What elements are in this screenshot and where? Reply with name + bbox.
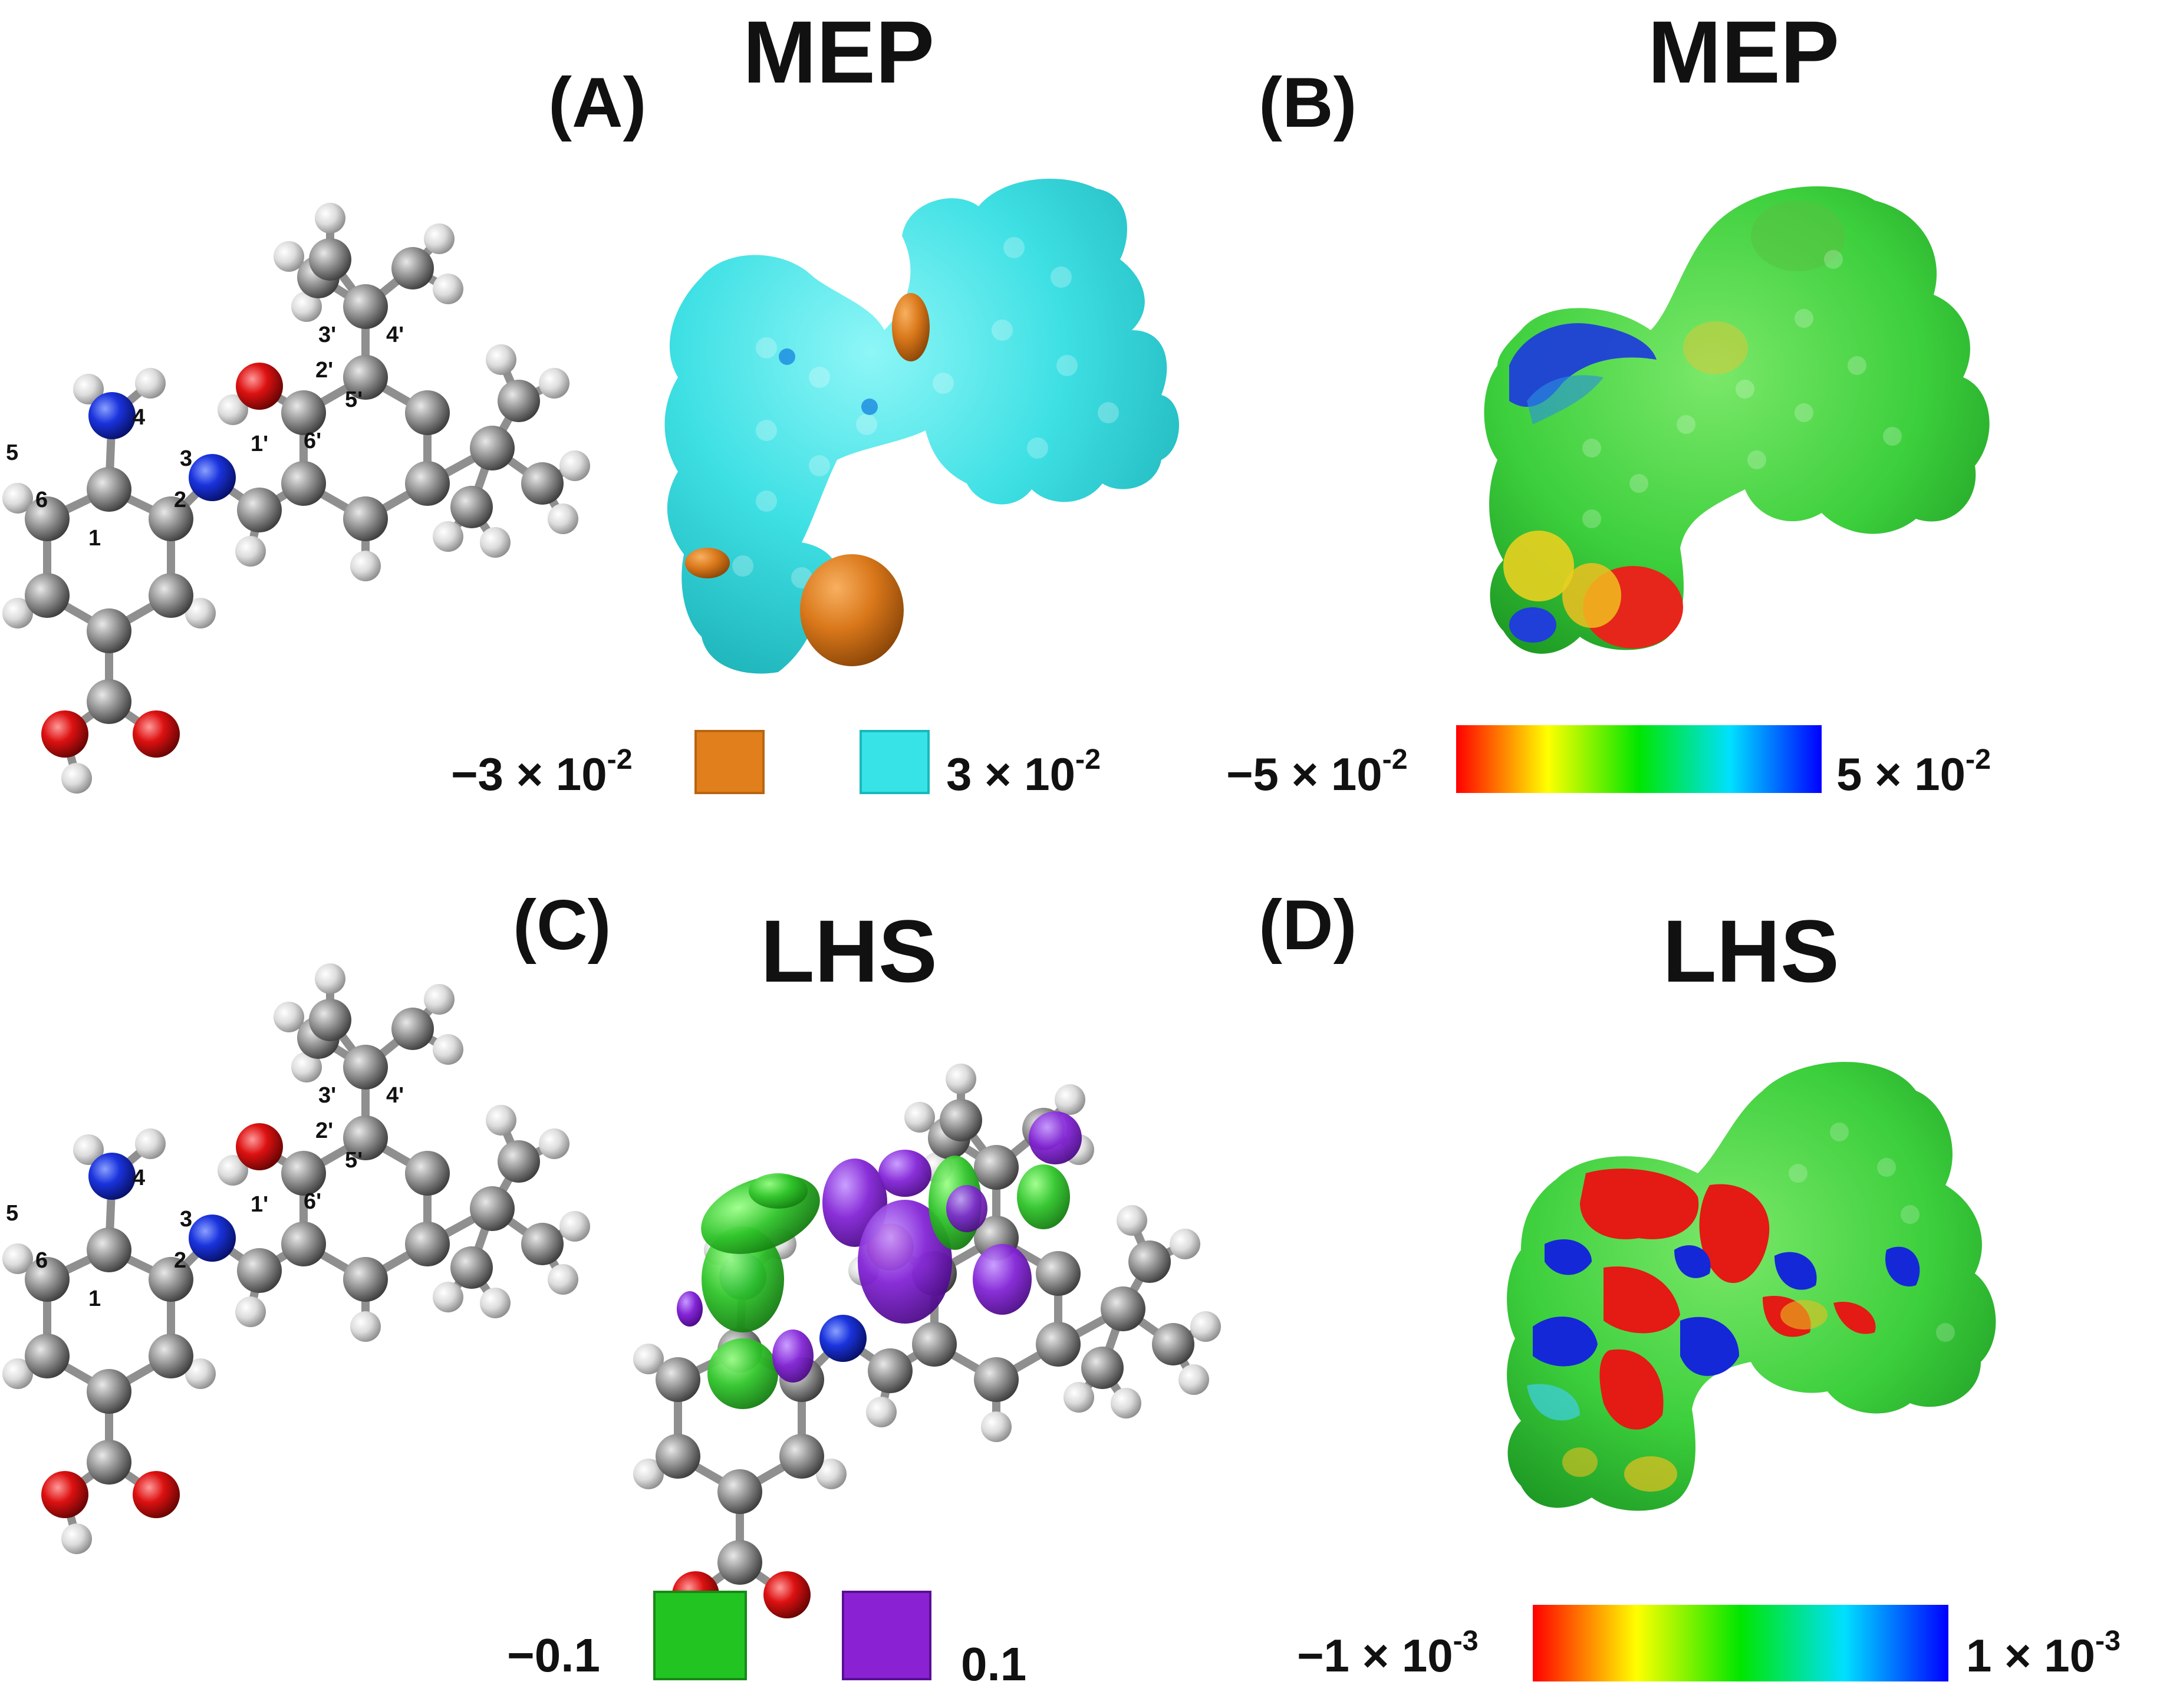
atom-label: 4 [133, 405, 145, 430]
atom-label: 6' [304, 1189, 321, 1214]
atom-labels-c: 4 5 3 6 2 1 1' 2' 3' 4' 5' 6' [6, 1083, 404, 1311]
atom-label: 5' [345, 387, 363, 412]
atom-label: 4' [386, 1083, 404, 1108]
lhs-isosurface-c [633, 1064, 1221, 1654]
panel-d-label: (D) [1259, 886, 1357, 965]
atom-label: 2' [315, 358, 333, 383]
panel-c-title: LHS [760, 901, 937, 1001]
atom-label: 4' [386, 322, 404, 347]
atom-label: 3 [180, 446, 192, 471]
atom-label: 6' [304, 429, 321, 453]
colorbar-b-min: −5 × 10-2 [1226, 743, 1408, 800]
colorbar-b-gradient [1456, 725, 1822, 793]
atom-label: 6 [35, 1248, 48, 1273]
colorbar-b: −5 × 10-2 5 × 10-2 [1226, 725, 1991, 800]
panel-a: 4 5 3 6 2 1 1' 2' 3' 4' 5' 6' (A) MEP [2, 2, 1179, 800]
legend-a-negative-value: −3 × 10-2 [451, 743, 633, 800]
mep-mapped-surface-b [1484, 186, 1990, 654]
atom-label: 2 [174, 1248, 186, 1273]
atom-label: 6 [35, 488, 48, 512]
atom-label: 4 [133, 1166, 145, 1190]
legend-c-negative-swatch [653, 1591, 747, 1680]
legend-a-positive-swatch [860, 730, 930, 794]
atom-label: 5 [6, 1201, 18, 1226]
panel-b: (B) MEP −5 × 10-2 5 × [1226, 2, 1991, 800]
colorbar-d-max: 1 × 10-3 [1966, 1625, 2121, 1681]
atom-labels-a: 4 5 3 6 2 1 1' 2' 3' 4' 5' 6' [6, 322, 404, 551]
atom-label: 3 [180, 1207, 192, 1232]
lhs-mapped-surface-d [1507, 1062, 1996, 1511]
colorbar-b-max: 5 × 10-2 [1836, 743, 1991, 800]
atom-label: 3' [318, 322, 336, 347]
atom-label: 5 [6, 440, 18, 465]
panel-b-title: MEP [1648, 2, 1839, 101]
atom-label: 1' [251, 432, 268, 456]
mep-isosurface-a [664, 179, 1179, 674]
panel-c-label: (C) [513, 886, 611, 965]
legend-a-negative-swatch [694, 730, 765, 794]
colorbar-d-gradient [1533, 1605, 1948, 1681]
colorbar-d: −1 × 10-3 1 × 10-3 [1297, 1605, 2121, 1681]
legend-c: −0.1 0.1 [507, 1591, 1026, 1690]
legend-c-positive-swatch [842, 1591, 931, 1680]
legend-c-negative-value: −0.1 [507, 1629, 600, 1681]
legend-a: −3 × 10-2 3 × 10-2 [451, 730, 1101, 800]
panel-b-label: (B) [1259, 63, 1357, 142]
atom-label: 2' [315, 1118, 333, 1143]
panel-c: 4 5 3 6 2 1 1' 2' 3' 4' 5' 6' (C) LHS [2, 886, 1221, 1690]
legend-c-positive-value: 0.1 [961, 1638, 1026, 1690]
panel-d: (D) LHS [1259, 886, 2121, 1681]
molecule-structure-c [2, 963, 590, 1554]
atom-label: 1 [88, 1286, 101, 1311]
atom-label: 5' [345, 1148, 363, 1173]
atom-label: 3' [318, 1083, 336, 1108]
panel-d-title: LHS [1662, 901, 1839, 1001]
panel-a-label: (A) [548, 63, 647, 142]
colorbar-d-min: −1 × 10-3 [1297, 1625, 1479, 1681]
atom-label: 1 [88, 526, 101, 551]
atom-label: 1' [251, 1192, 268, 1217]
molecule-structure-a [2, 203, 590, 794]
legend-a-positive-value: 3 × 10-2 [946, 743, 1101, 800]
panel-a-title: MEP [743, 2, 934, 101]
atom-label: 2 [174, 488, 186, 512]
